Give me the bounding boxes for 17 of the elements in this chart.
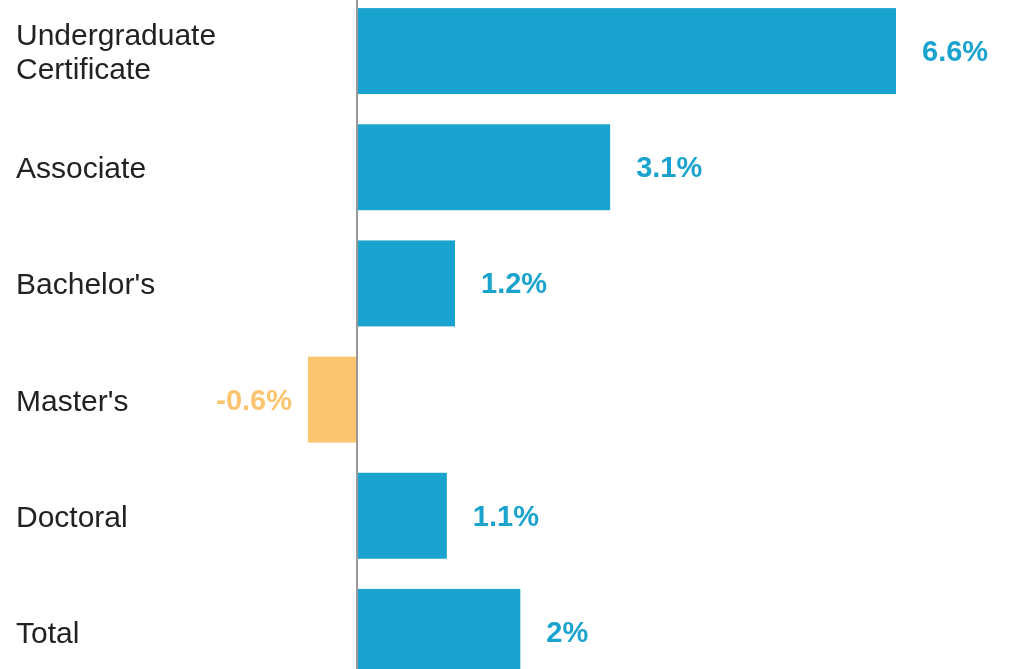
data-label: 3.1% <box>636 151 703 184</box>
bar <box>357 472 447 559</box>
bar <box>357 240 455 327</box>
bar <box>357 8 896 95</box>
y-tick-label: Associate <box>16 150 147 184</box>
data-label: 1.1% <box>472 499 540 532</box>
bar <box>308 356 357 443</box>
y-tick-label: Doctoral <box>16 499 128 533</box>
data-label: 2% <box>546 615 589 648</box>
y-tick-label: Bachelor's <box>16 266 156 300</box>
bar <box>357 124 611 211</box>
data-label: 6.6% <box>922 35 989 68</box>
y-tick-label: Master's <box>16 383 129 417</box>
data-label: 1.2% <box>481 267 548 300</box>
y-tick-label: Undergraduate Certificate <box>16 17 217 85</box>
data-label: -0.6% <box>216 383 293 416</box>
y-tick-label: Total <box>16 615 80 649</box>
